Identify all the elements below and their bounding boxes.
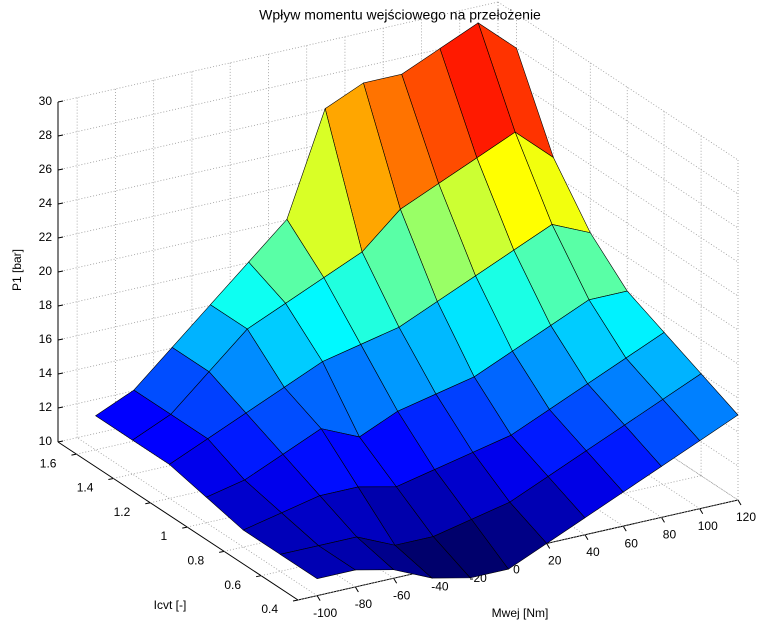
- z-tick-label: 14: [39, 366, 53, 380]
- tick-mark: [57, 168, 64, 171]
- tick-mark: [182, 526, 188, 529]
- grid-line: [57, 35, 499, 137]
- tick-mark: [255, 575, 262, 578]
- tick-mark: [57, 202, 64, 205]
- z-tick-label: 16: [39, 332, 53, 346]
- x-tick-label: -100: [313, 606, 337, 620]
- z-tick-label: 28: [39, 128, 53, 142]
- tick-mark: [219, 550, 225, 553]
- tick-mark: [584, 534, 589, 541]
- y-tick-label: 0.6: [224, 578, 241, 592]
- y-axis-label: Icvt [-]: [154, 598, 187, 612]
- x-axis-label: Mwej [Nm]: [492, 606, 549, 620]
- x-tick-label: 40: [586, 545, 600, 559]
- x-tick-label: 0: [513, 562, 520, 576]
- z-axis-label: P1 [bar]: [10, 249, 24, 291]
- tick-mark: [737, 499, 742, 506]
- tick-mark: [354, 586, 359, 593]
- tick-mark: [71, 453, 77, 456]
- grid-line: [57, 103, 499, 205]
- tick-mark: [57, 338, 64, 341]
- z-tick-label: 24: [39, 196, 53, 210]
- z-tick-label: 22: [39, 230, 53, 244]
- surface-patch: [279, 545, 357, 579]
- z-tick-label: 18: [39, 298, 53, 312]
- y-tick-label: 0.4: [261, 602, 278, 616]
- tick-mark: [57, 440, 64, 443]
- x-tick-label: -60: [393, 588, 411, 602]
- x-tick-label: 20: [548, 554, 562, 568]
- tick-mark: [546, 543, 551, 549]
- x-tick-label: -40: [431, 580, 449, 594]
- tick-mark: [57, 236, 64, 239]
- y-tick-label: 1.4: [77, 481, 94, 495]
- x-tick-label: -80: [355, 597, 373, 611]
- grid-line: [57, 69, 499, 171]
- tick-mark: [57, 372, 64, 375]
- x-tick-label: 120: [736, 510, 756, 524]
- z-tick-label: 26: [39, 162, 53, 176]
- z-tick-label: 30: [39, 94, 53, 108]
- z-tick-label: 20: [39, 264, 53, 278]
- tick-mark: [57, 134, 64, 137]
- x-tick-label: 60: [625, 536, 639, 550]
- tick-mark: [57, 100, 64, 103]
- tick-mark: [57, 304, 64, 307]
- y-tick-label: 0.8: [187, 554, 204, 568]
- z-tick-label: 10: [39, 434, 53, 448]
- axis-line: [57, 441, 299, 601]
- tick-mark: [622, 525, 627, 532]
- grid-line: [57, 171, 499, 273]
- tick-mark: [57, 406, 64, 409]
- grid-line: [57, 137, 499, 239]
- tick-mark: [661, 517, 665, 523]
- y-tick-label: 1: [161, 529, 168, 543]
- tick-mark: [57, 270, 64, 273]
- tick-mark: [699, 508, 704, 514]
- tick-mark: [108, 477, 114, 480]
- y-tick-label: 1.2: [114, 505, 131, 519]
- tick-mark: [145, 502, 151, 505]
- chart-title: Wpływ momentu wejściowego na przełożenie: [259, 7, 541, 23]
- tick-mark: [393, 578, 398, 584]
- z-tick-label: 12: [39, 400, 53, 414]
- grid-line: [57, 1, 499, 103]
- x-tick-label: 100: [698, 519, 718, 533]
- tick-mark: [292, 599, 299, 602]
- y-tick-label: 1.6: [40, 456, 57, 470]
- x-tick-label: 80: [663, 528, 677, 542]
- tick-mark: [316, 595, 321, 601]
